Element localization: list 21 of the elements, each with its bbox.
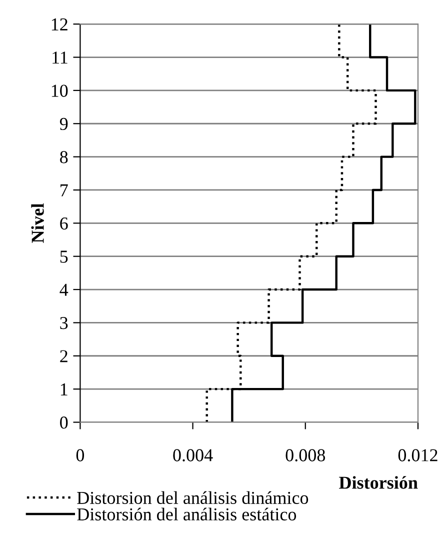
y-tick-label: 5 <box>60 250 68 263</box>
legend-label: Distorsion del análisis dinámico <box>77 491 308 504</box>
x-tick-label: 0.012 <box>398 449 438 462</box>
y-tick-label: 3 <box>60 317 68 330</box>
y-tick-label: 0 <box>60 416 68 429</box>
y-tick-label: 10 <box>52 84 68 97</box>
y-tick-label: 2 <box>60 350 68 362</box>
x-axis-title: Distorsión <box>339 476 418 489</box>
y-tick-label: 1 <box>60 383 68 396</box>
y-tick-label: 11 <box>52 52 68 64</box>
y-axis-title: Nivel <box>31 203 44 243</box>
y-tick-label: 9 <box>60 118 68 130</box>
y-tick-label: 12 <box>52 18 68 30</box>
x-tick-label: 0.004 <box>173 449 213 462</box>
y-tick-label: 4 <box>60 284 68 296</box>
legend-label: Distorsión del análisis estático <box>77 508 296 520</box>
x-tick-label: 0.008 <box>286 449 326 462</box>
y-tick-label: 6 <box>60 217 68 230</box>
x-tick-label: 0 <box>76 449 84 462</box>
y-tick-label: 7 <box>60 184 68 196</box>
y-tick-label: 8 <box>60 151 68 164</box>
